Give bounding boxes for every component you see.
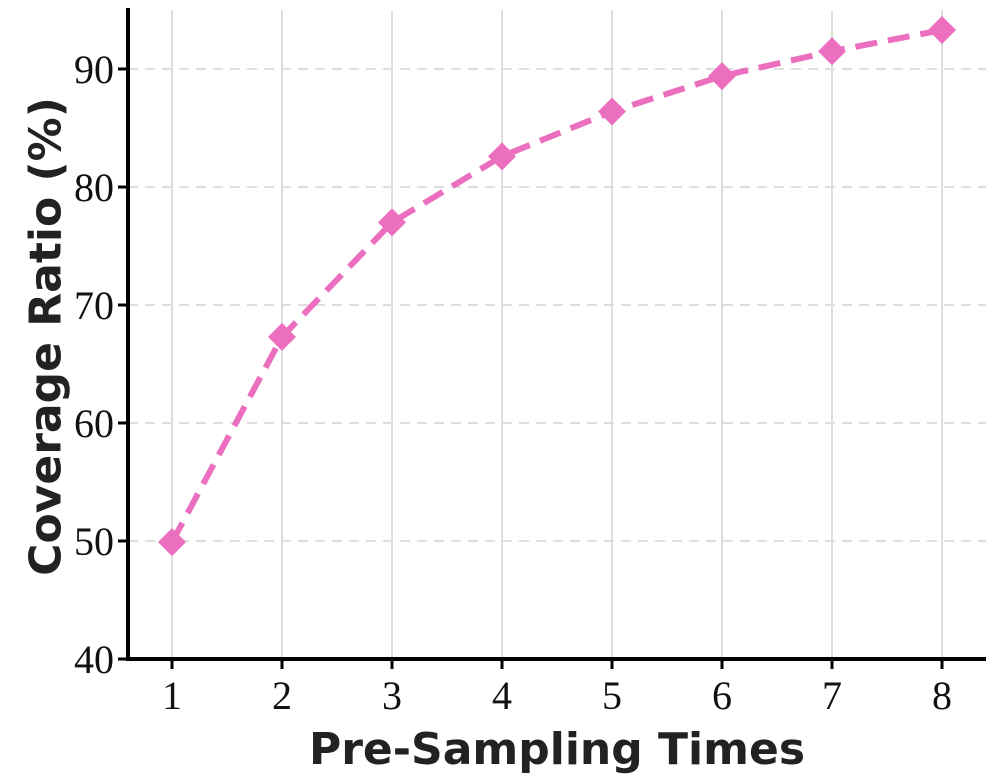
x-tick-label: 2 (272, 673, 292, 718)
data-point-diamond (158, 528, 186, 557)
data-point-diamond (488, 142, 516, 171)
x-tick-label: 5 (602, 673, 622, 718)
y-tick-label: 50 (74, 519, 114, 564)
grid-lines (128, 10, 986, 659)
y-tick-label: 80 (74, 165, 114, 210)
tick-marks (118, 67, 944, 669)
y-axis-title: Coverage Ratio (%) (21, 97, 72, 576)
x-tick-label: 6 (712, 673, 732, 718)
data-point-diamond (928, 16, 956, 45)
data-point-diamond (818, 37, 846, 66)
x-tick-label: 7 (822, 673, 842, 718)
y-tick-label: 60 (74, 401, 114, 446)
y-tick-label: 40 (74, 637, 114, 682)
data-point-diamond (378, 208, 406, 237)
y-tick-label: 70 (74, 283, 114, 328)
data-point-diamond (598, 97, 626, 126)
x-axis-title: Pre-Sampling Times (309, 724, 805, 775)
series-line (169, 27, 943, 544)
data-point-diamond (708, 62, 736, 91)
data-point-diamond (268, 322, 296, 351)
x-tick-label: 8 (932, 673, 952, 718)
x-tick-label: 3 (382, 673, 402, 718)
x-tick-label: 1 (162, 673, 182, 718)
axes (126, 8, 986, 661)
data-series (158, 16, 956, 557)
tick-labels: 1 2 3 4 5 6 7 8 40 50 60 70 80 90 (74, 47, 952, 718)
x-tick-label: 4 (492, 673, 512, 718)
y-tick-label: 90 (74, 47, 114, 92)
